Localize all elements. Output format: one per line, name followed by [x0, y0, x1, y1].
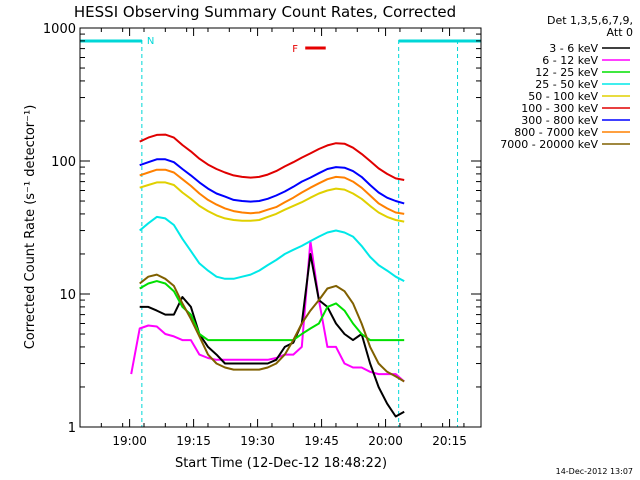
legend-header: Att 0: [607, 26, 633, 39]
x-tick-label: 20:15: [432, 434, 467, 448]
x-tick-label: 19:15: [176, 434, 211, 448]
legend-entry-label: 50 - 100 keV: [528, 90, 598, 103]
x-tick-label: 20:00: [368, 434, 403, 448]
night-label: N: [147, 36, 154, 47]
x-tick-label: 19:30: [240, 434, 275, 448]
series-lines: [130, 133, 405, 418]
series-line-6: [139, 158, 405, 205]
legend-entry-label: 300 - 800 keV: [521, 114, 598, 127]
series-line-2: [139, 280, 405, 342]
legend-entry-label: 7000 - 20000 keV: [500, 138, 598, 151]
y-axis-label: Corrected Count Rate (s⁻¹ detector⁻¹): [23, 105, 38, 350]
legend-header: Det 1,3,5,6,7,9,: [547, 14, 633, 27]
series-line-3: [139, 215, 405, 282]
series-line-0: [139, 253, 405, 418]
y-axis-ticks: 1 10 100 1000: [43, 22, 481, 436]
x-tick-label: 19:00: [112, 434, 147, 448]
night-flare-annotations: NF: [79, 36, 481, 427]
y-tick-label: 10: [59, 288, 76, 303]
legend-entry-label: 6 - 12 keV: [542, 54, 598, 67]
legend-entry-label: 100 - 300 keV: [521, 102, 598, 115]
series-line-5: [139, 133, 405, 181]
y-tick-label: 1000: [43, 22, 76, 37]
y-tick-label: 100: [51, 155, 76, 170]
legend-entry-label: 12 - 25 keV: [535, 66, 598, 79]
timestamp: 14-Dec-2012 13:07: [556, 467, 633, 476]
legend-entry-label: 800 - 7000 keV: [514, 126, 598, 139]
x-tick-label: 19:45: [304, 434, 339, 448]
legend-entry-label: 25 - 50 keV: [535, 78, 598, 91]
series-line-7: [139, 168, 405, 215]
x-axis-ticks: 19:00 19:15 19:30 19:45 20:00 20:15: [79, 28, 467, 448]
legend-entry-label: 3 - 6 keV: [549, 42, 598, 55]
chart-title: HESSI Observing Summary Count Rates, Cor…: [74, 3, 456, 21]
flare-label: F: [292, 44, 298, 55]
series-line-8: [139, 273, 405, 383]
plot-frame: [79, 27, 482, 428]
y-tick-label: 1: [68, 421, 76, 436]
x-axis-label: Start Time (12-Dec-12 18:48:22): [175, 456, 387, 471]
series-line-1: [130, 240, 405, 383]
series-line-4: [139, 181, 405, 223]
